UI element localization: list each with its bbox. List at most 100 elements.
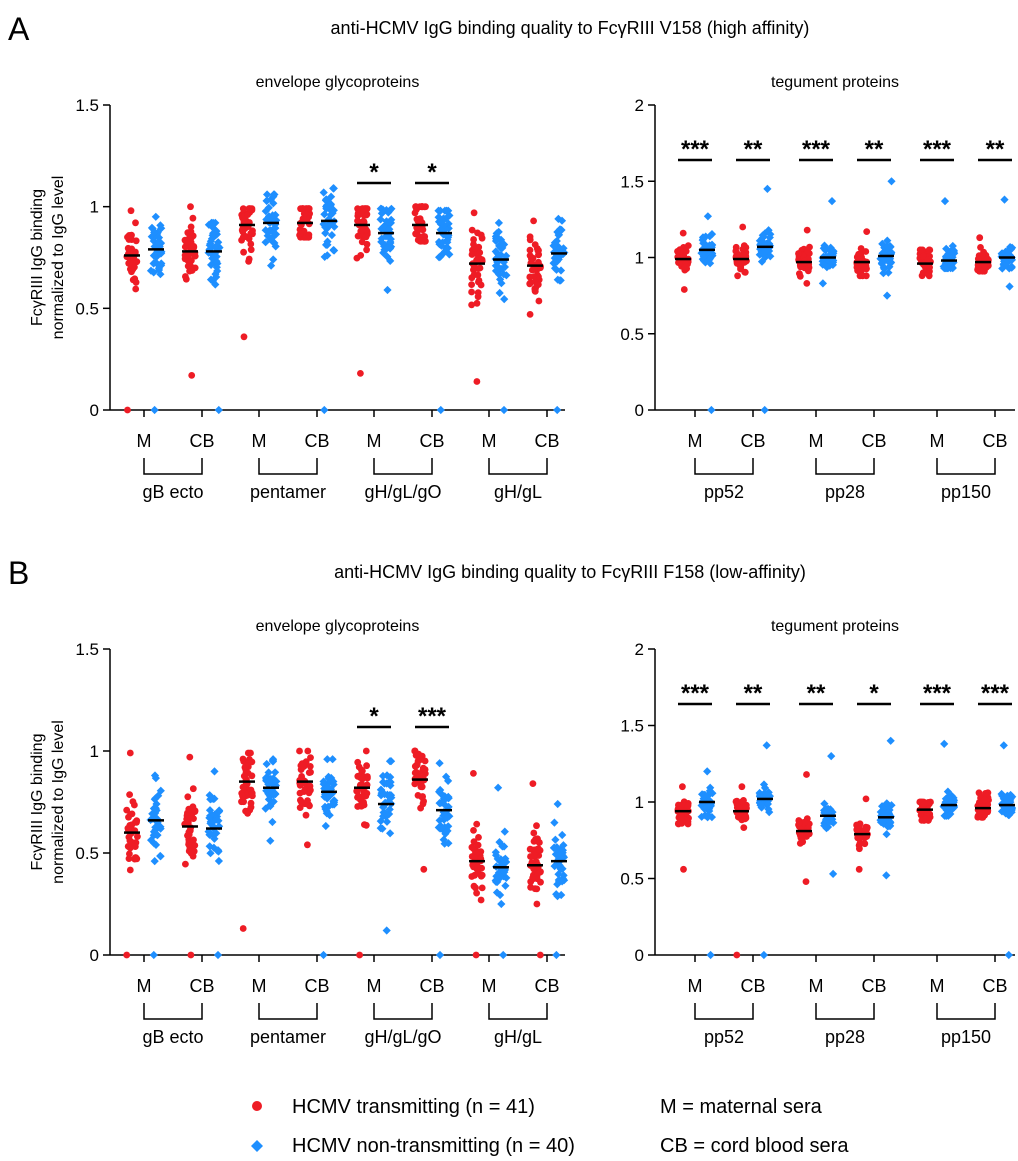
data-point-transmitting (128, 821, 136, 829)
y-tick-label: 0 (635, 946, 644, 965)
data-point-transmitting (247, 749, 254, 757)
x-tick-label-m: M (137, 976, 152, 996)
data-point-non-transmitting (707, 405, 716, 415)
data-point-non-transmitting (493, 249, 502, 258)
data-point-non-transmitting (439, 221, 449, 230)
data-point-non-transmitting (492, 851, 501, 860)
data-point-transmitting (304, 233, 312, 241)
data-point-non-transmitting (385, 757, 395, 766)
y-tick-label: 1 (635, 793, 644, 812)
data-point-transmitting (354, 232, 362, 240)
x-group-label: pentamer (250, 1027, 326, 1047)
data-point-transmitting (360, 218, 368, 226)
data-point-transmitting (474, 289, 482, 296)
data-point-non-transmitting (264, 768, 273, 777)
data-point-transmitting (240, 798, 248, 806)
significance-label: ** (865, 136, 884, 163)
data-point-transmitting (736, 803, 743, 811)
data-point-transmitting (420, 865, 428, 873)
data-point-non-transmitting (212, 272, 221, 282)
data-point-non-transmitting (882, 799, 891, 808)
data-point-non-transmitting (948, 263, 957, 272)
data-point-transmitting (473, 299, 481, 307)
data-point-non-transmitting (156, 786, 165, 795)
data-point-transmitting (468, 281, 475, 288)
data-point-transmitting (475, 834, 482, 841)
data-point-transmitting (530, 838, 538, 845)
data-point-non-transmitting (150, 405, 159, 415)
data-point-transmitting (675, 802, 683, 810)
data-point-non-transmitting (435, 950, 445, 960)
data-point-non-transmitting (1007, 262, 1016, 271)
data-point-non-transmitting (553, 405, 562, 415)
data-point-non-transmitting (885, 262, 894, 271)
data-point-non-transmitting (381, 809, 390, 818)
data-point-non-transmitting (262, 759, 271, 769)
data-point-transmitting (184, 229, 192, 237)
data-point-transmitting (474, 229, 481, 237)
data-point-transmitting (247, 240, 255, 248)
data-point-non-transmitting (822, 824, 831, 833)
y-axis-title-line1: FcγRIII IgG binding (29, 734, 46, 871)
data-point-non-transmitting (266, 802, 275, 811)
data-point-transmitting (526, 280, 534, 288)
data-point-non-transmitting (382, 817, 392, 826)
data-point-transmitting (470, 236, 477, 243)
data-point-non-transmitting (326, 220, 335, 229)
data-point-transmitting (127, 207, 135, 215)
data-point-transmitting (132, 285, 140, 293)
data-point-transmitting (182, 273, 189, 280)
data-point-non-transmitting (157, 224, 166, 233)
significance-label: ** (986, 136, 1005, 163)
data-point-non-transmitting (1006, 245, 1016, 254)
data-point-transmitting (803, 771, 810, 778)
data-point-non-transmitting (550, 818, 559, 827)
data-point-transmitting (363, 210, 371, 218)
data-point-non-transmitting (149, 268, 158, 277)
data-point-transmitting (796, 819, 803, 827)
x-group-label: gH/gL/gO (364, 482, 441, 502)
y-tick-label: 1 (90, 198, 99, 217)
data-point-non-transmitting (444, 233, 453, 242)
data-point-non-transmitting (495, 288, 504, 298)
legend-marker-non-transmitting (251, 1140, 263, 1152)
legend-marker-transmitting (252, 1101, 262, 1111)
data-point-non-transmitting (946, 809, 955, 819)
data-point-transmitting (354, 217, 361, 225)
data-point-transmitting (411, 762, 419, 770)
x-group-label: pp52 (704, 1027, 744, 1047)
data-point-non-transmitting (759, 950, 768, 960)
data-point-transmitting (189, 852, 197, 860)
data-point-transmitting (974, 255, 982, 263)
data-point-transmitting (803, 226, 811, 234)
data-point-non-transmitting (322, 202, 331, 211)
data-point-transmitting (468, 873, 476, 880)
group-bracket (815, 458, 875, 475)
data-point-non-transmitting (884, 808, 893, 817)
panel-title-a: anti-HCMV IgG binding quality to FcγRIII… (331, 18, 810, 38)
data-point-non-transmitting (211, 280, 220, 289)
data-point-transmitting (682, 263, 690, 270)
data-point-transmitting (981, 796, 988, 804)
data-point-transmitting (529, 780, 537, 787)
data-point-transmitting (804, 267, 812, 275)
data-point-non-transmitting (549, 241, 558, 250)
data-point-non-transmitting (261, 804, 270, 813)
data-point-non-transmitting (883, 291, 892, 300)
data-point-non-transmitting (147, 836, 156, 845)
x-group-label: pp28 (825, 1027, 865, 1047)
data-point-non-transmitting (320, 405, 329, 415)
data-point-non-transmitting (941, 794, 950, 803)
x-tick-label-cb: CB (982, 976, 1007, 996)
x-tick-label-m: M (930, 431, 945, 451)
y-tick-label: 2 (635, 640, 644, 659)
data-point-non-transmitting (551, 835, 560, 844)
data-point-transmitting (247, 246, 255, 254)
significance-label: * (369, 703, 379, 730)
data-point-non-transmitting (552, 845, 561, 854)
data-point-non-transmitting (1001, 793, 1010, 802)
data-point-non-transmitting (269, 192, 278, 201)
data-point-transmitting (470, 827, 477, 834)
data-point-transmitting (360, 790, 368, 798)
data-point-transmitting (863, 824, 871, 831)
